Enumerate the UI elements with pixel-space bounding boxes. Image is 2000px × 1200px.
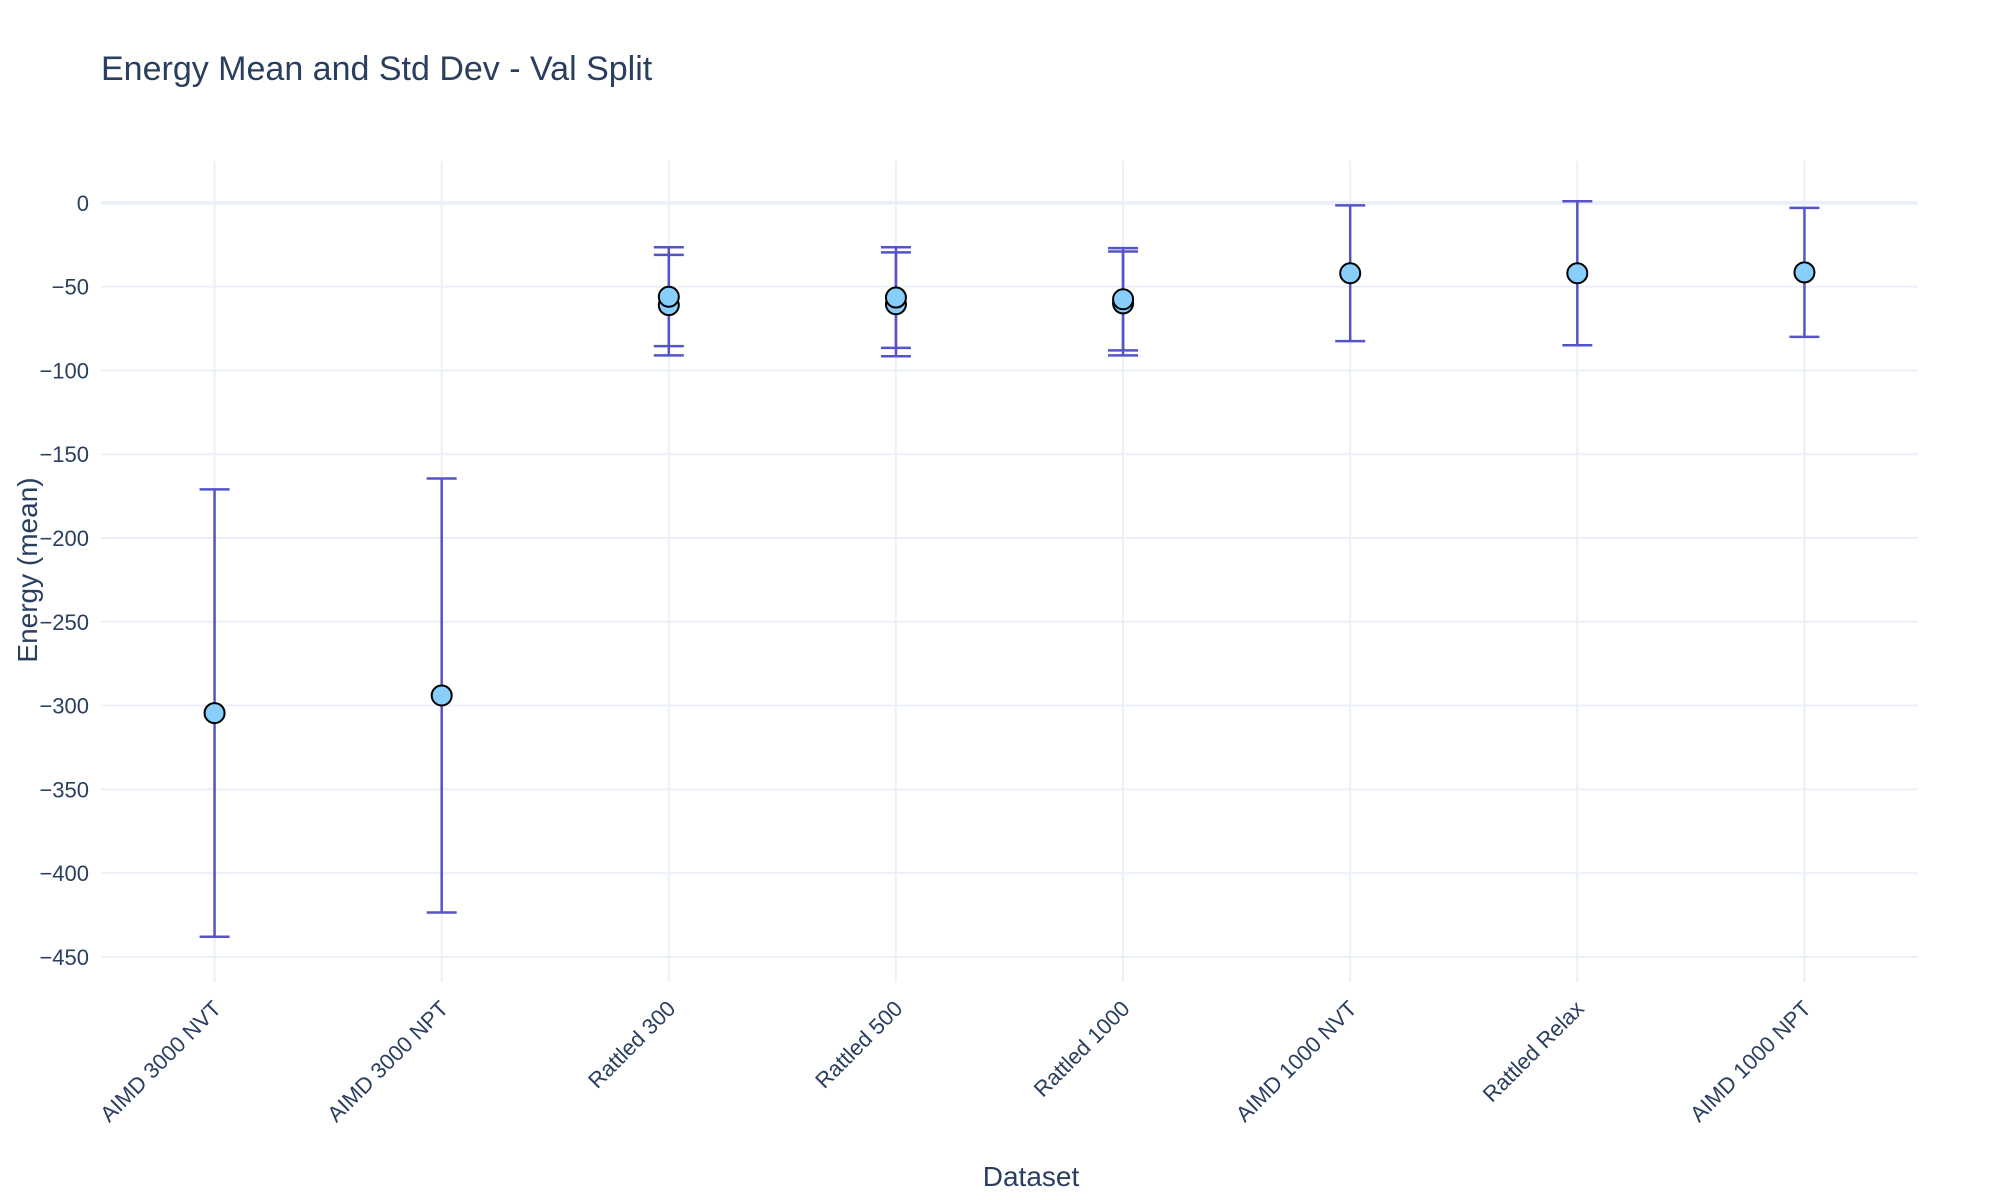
x-axis-title: Dataset xyxy=(983,1161,1080,1192)
x-tick-label: AIMD 3000 NVT xyxy=(95,996,226,1127)
x-tick-label: Rattled Relax xyxy=(1478,996,1589,1107)
y-tick-label: −350 xyxy=(39,777,89,802)
y-tick-label: −50 xyxy=(52,275,89,300)
data-point[interactable] xyxy=(1112,288,1135,311)
x-tick-label: AIMD 1000 NVT xyxy=(1231,996,1362,1127)
y-tick-label: −400 xyxy=(39,861,89,886)
data-point[interactable] xyxy=(203,702,226,725)
x-tick-label: Rattled 300 xyxy=(583,996,680,1093)
y-axis-ticks: 0 −50 −100 −150 −200 −250 −300 −350 −400 −450 xyxy=(39,191,89,970)
x-tick-label: AIMD 3000 NPT xyxy=(322,996,453,1127)
x-tick-label: AIMD 1000 NPT xyxy=(1685,996,1816,1127)
grid xyxy=(101,161,1918,982)
y-tick-label: −250 xyxy=(39,610,89,635)
data-points xyxy=(203,261,1816,725)
x-axis-ticks: AIMD 3000 NVT AIMD 3000 NPT Rattled 300 Rat… xyxy=(95,996,1816,1127)
data-point[interactable] xyxy=(1339,262,1362,285)
data-point[interactable] xyxy=(1566,262,1589,285)
y-tick-label: −300 xyxy=(39,694,89,719)
y-tick-label: 0 xyxy=(77,191,89,216)
data-point[interactable] xyxy=(657,285,680,308)
data-point[interactable] xyxy=(884,286,907,309)
y-tick-label: −450 xyxy=(39,945,89,970)
data-point[interactable] xyxy=(1793,261,1816,284)
y-tick-label: −150 xyxy=(39,442,89,467)
chart-title: Energy Mean and Std Dev - Val Split xyxy=(101,50,653,88)
data-point[interactable] xyxy=(430,684,453,707)
y-tick-label: −200 xyxy=(39,526,89,551)
y-axis-title: Energy (mean) xyxy=(12,477,43,662)
x-tick-label: Rattled 500 xyxy=(810,996,907,1093)
y-tick-label: −100 xyxy=(39,358,89,383)
x-tick-label: Rattled 1000 xyxy=(1029,996,1135,1102)
